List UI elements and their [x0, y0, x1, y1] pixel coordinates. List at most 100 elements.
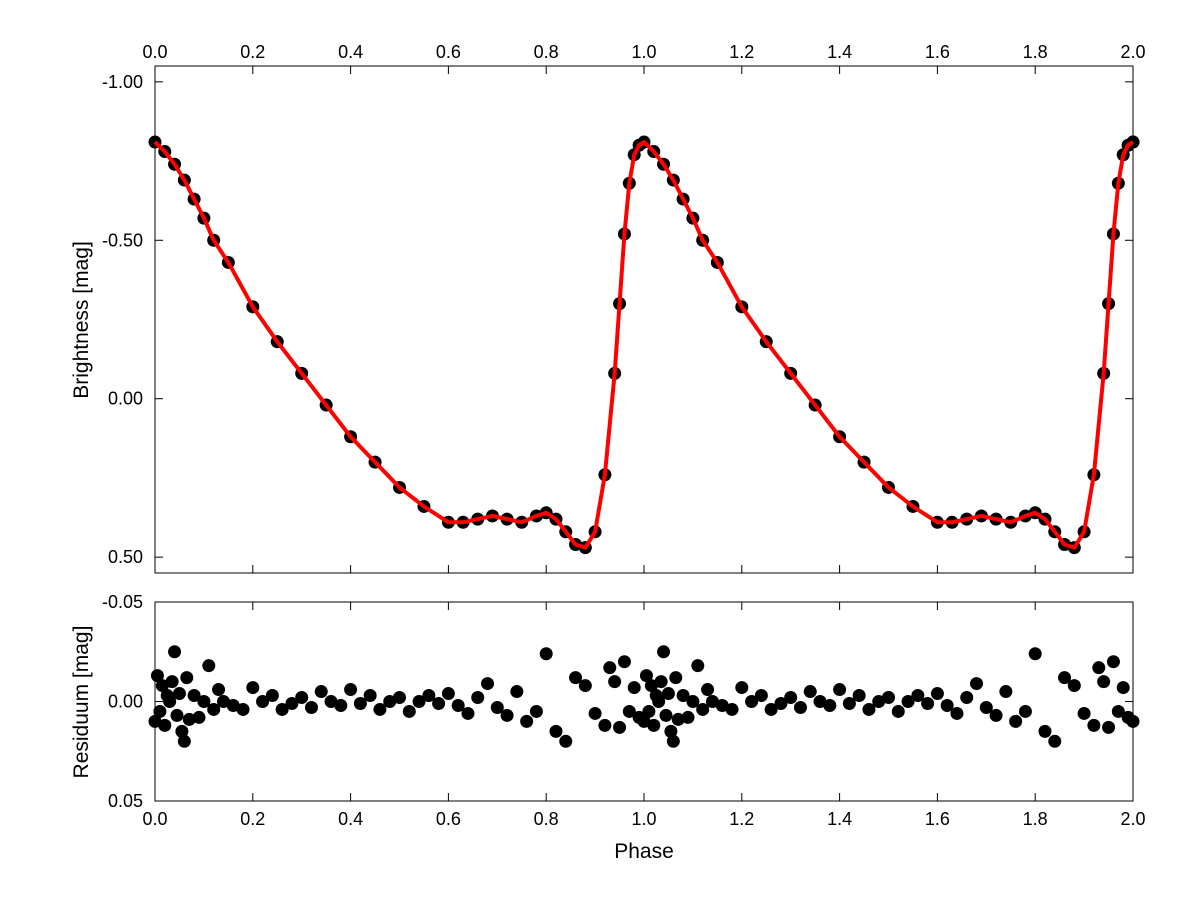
residual-point: [659, 708, 673, 722]
residual-point: [182, 712, 196, 726]
residual-point: [1102, 720, 1116, 734]
residual-point: [696, 702, 710, 716]
residual-point: [627, 681, 641, 695]
residual-point: [207, 702, 221, 716]
residual-point: [940, 698, 954, 712]
residual-point: [180, 671, 194, 685]
residual-point: [163, 695, 177, 708]
residual-point: [989, 708, 1003, 722]
residual-point: [686, 695, 700, 708]
residual-point: [216, 695, 230, 708]
residual-point: [1048, 734, 1062, 748]
residual-point: [644, 679, 658, 693]
residual-point: [862, 702, 876, 716]
x-tick-label: 1.8: [1023, 809, 1048, 829]
residual-point: [735, 681, 749, 695]
residual-point: [1067, 679, 1081, 693]
x-tick-label-top: 0.2: [240, 42, 265, 62]
residual-point: [1077, 706, 1091, 720]
x-tick-label: 1.2: [729, 809, 754, 829]
residual-point: [921, 696, 935, 710]
residual-point: [559, 734, 573, 748]
model-fit-line: [153, 140, 1135, 550]
residual-point: [150, 669, 164, 683]
residual-point: [705, 695, 719, 708]
residual-point: [622, 704, 636, 718]
residual-point: [715, 698, 729, 712]
residual-point: [588, 706, 602, 720]
residual-point: [168, 645, 182, 659]
residual-point: [422, 689, 436, 703]
residual-point: [745, 695, 759, 708]
residual-point: [950, 706, 964, 720]
residual-point: [911, 689, 925, 703]
residual-point: [613, 720, 627, 734]
y-tick-label: -1.00: [102, 72, 143, 92]
x-tick-label-top: 1.4: [827, 42, 852, 62]
residual-point: [334, 698, 348, 712]
x-tick-label-top: 0.8: [534, 42, 559, 62]
residual-point: [666, 734, 680, 748]
residual-point: [1009, 714, 1023, 728]
residual-point: [172, 687, 186, 701]
residual-point: [1018, 704, 1032, 718]
residual-point: [148, 714, 162, 728]
residual-point: [170, 708, 184, 722]
residual-point: [165, 675, 179, 689]
x-tick-label-top: 0.6: [436, 42, 461, 62]
residual-point: [725, 702, 739, 716]
y-tick-label: 0.00: [108, 692, 143, 712]
residual-point: [813, 695, 827, 708]
residual-point: [1106, 655, 1120, 669]
residual-point: [158, 718, 172, 732]
residual-point: [1028, 647, 1042, 661]
residual-point: [236, 702, 250, 716]
residual-point: [764, 702, 778, 716]
residual-point: [979, 700, 993, 714]
residual-point: [529, 704, 543, 718]
residual-point: [569, 671, 583, 685]
residual-point: [960, 691, 974, 705]
residual-point: [671, 712, 685, 726]
residual-point: [872, 695, 886, 708]
y-tick-label: -0.50: [102, 230, 143, 250]
residual-point: [265, 689, 279, 703]
residual-point: [539, 647, 553, 661]
residual-point: [793, 700, 807, 714]
residual-point: [246, 681, 260, 695]
residual-point: [701, 683, 715, 697]
residual-point: [461, 706, 475, 720]
residual-point: [490, 700, 504, 714]
residual-point: [664, 724, 678, 738]
residual-point: [1097, 675, 1111, 689]
residual-point: [226, 698, 240, 712]
residual-point: [603, 661, 617, 675]
y-tick-label: 0.05: [108, 791, 143, 811]
residual-point: [187, 689, 201, 703]
residual-point: [691, 659, 705, 673]
residual-point: [510, 685, 524, 699]
residual-point: [669, 671, 683, 685]
residual-point: [642, 704, 656, 718]
residual-point: [175, 724, 189, 738]
residual-point: [344, 683, 358, 697]
residual-point: [823, 698, 837, 712]
residual-point: [578, 679, 592, 693]
residual-point: [432, 696, 446, 710]
residual-point: [803, 685, 817, 699]
residual-point: [549, 724, 563, 738]
light-curve-panel: 0.0 0.2 0.4 0.6 0.8 1.0 1.2 1.4 1.6 1.8 2.0 -1.00 -0…: [70, 42, 1146, 574]
residual-point: [852, 689, 866, 703]
residual-points: [148, 645, 1140, 748]
x-tick-label-top: 0.4: [338, 42, 363, 62]
residual-point: [500, 708, 514, 722]
y-tick-label: 0.50: [108, 547, 143, 567]
residual-point: [647, 718, 661, 732]
x-tick-label: 0.8: [534, 809, 559, 829]
light-curve-axis-ticks: 0.0 0.2 0.4 0.6 0.8 1.0 1.2 1.4 1.6 1.8 2.0 -1.00 -0…: [102, 42, 1146, 573]
residual-panel: 0.0 0.2 0.4 0.6 0.8 1.0 1.2 1.4 1.6 1.8 2.0 -0.05 0.…: [70, 592, 1146, 863]
phase-axis-label: Phase: [614, 840, 674, 863]
residual-point: [197, 695, 211, 708]
residual-point: [598, 718, 612, 732]
